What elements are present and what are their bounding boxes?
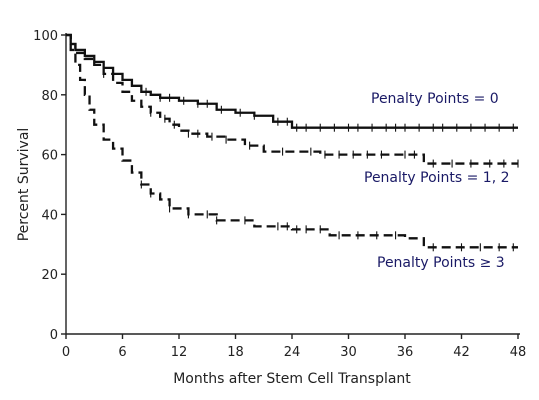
x-tick-label-18: 18	[227, 345, 244, 360]
tick-labels: 0 6 12 18 24 30 36 42 48 0 20 40 60 80 100	[33, 29, 526, 360]
x-tick-label-12: 12	[171, 345, 188, 360]
x-tick-label-30: 30	[340, 345, 357, 360]
y-tick-label-20: 20	[41, 268, 58, 283]
y-tick-label-0: 0	[50, 328, 58, 343]
x-tick-label-6: 6	[118, 345, 126, 360]
x-tick-label-24: 24	[284, 345, 301, 360]
y-tick-label-60: 60	[41, 149, 58, 164]
curve-penalty-3-plus	[66, 33, 518, 249]
curve-penalty-1-2	[66, 33, 518, 165]
x-tick-label-48: 48	[510, 345, 527, 360]
tick-marks	[61, 34, 519, 339]
x-tick-label-42: 42	[453, 345, 470, 360]
series-label-penalty-0: Penalty Points = 0	[371, 91, 499, 107]
series-label-penalty-3-plus: Penalty Points ≥ 3	[377, 255, 505, 271]
y-axis-title: Percent Survival	[16, 128, 32, 242]
y-tick-label-80: 80	[41, 89, 58, 104]
survival-curves	[66, 33, 518, 249]
x-axis-title: Months after Stem Cell Transplant	[173, 371, 411, 387]
y-tick-label-40: 40	[41, 208, 58, 223]
series-label-penalty-1-2: Penalty Points = 1, 2	[364, 170, 510, 186]
y-tick-label-100: 100	[33, 29, 58, 44]
x-tick-label-36: 36	[397, 345, 414, 360]
curve-penalty-0	[66, 33, 518, 129]
x-tick-label-0: 0	[62, 345, 70, 360]
axes	[65, 33, 520, 335]
censor-marks	[103, 69, 519, 252]
